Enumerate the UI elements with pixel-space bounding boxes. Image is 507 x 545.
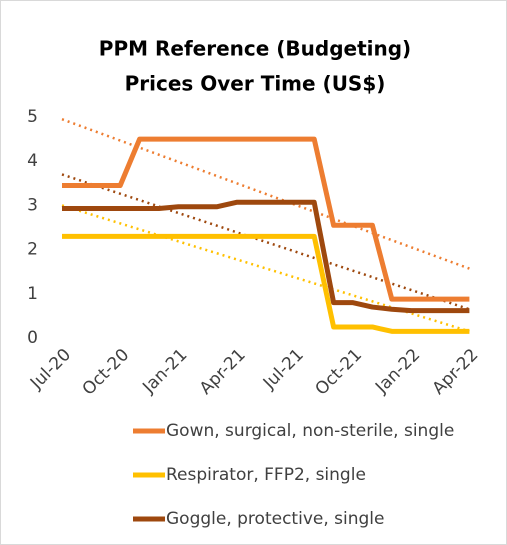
trendline bbox=[61, 118, 470, 270]
y-tick-label: 5 bbox=[27, 107, 38, 127]
y-tick-label: 0 bbox=[27, 328, 38, 348]
y-tick-label: 4 bbox=[27, 151, 38, 171]
series-line bbox=[62, 233, 470, 334]
legend-label: Gown, surgical, non-sterile, single bbox=[166, 421, 454, 441]
series-line bbox=[62, 199, 470, 314]
chart-title: Prices Over Time (US$) bbox=[125, 72, 386, 96]
legend-label: Respirator, FFP2, single bbox=[166, 465, 366, 485]
chart-title: PPM Reference (Budgeting) bbox=[99, 37, 411, 61]
series-line bbox=[62, 136, 470, 302]
y-tick-label: 2 bbox=[27, 240, 38, 260]
legend-label: Goggle, protective, single bbox=[166, 509, 384, 529]
y-tick-label: 1 bbox=[27, 284, 38, 304]
y-tick-label: 3 bbox=[27, 195, 38, 215]
